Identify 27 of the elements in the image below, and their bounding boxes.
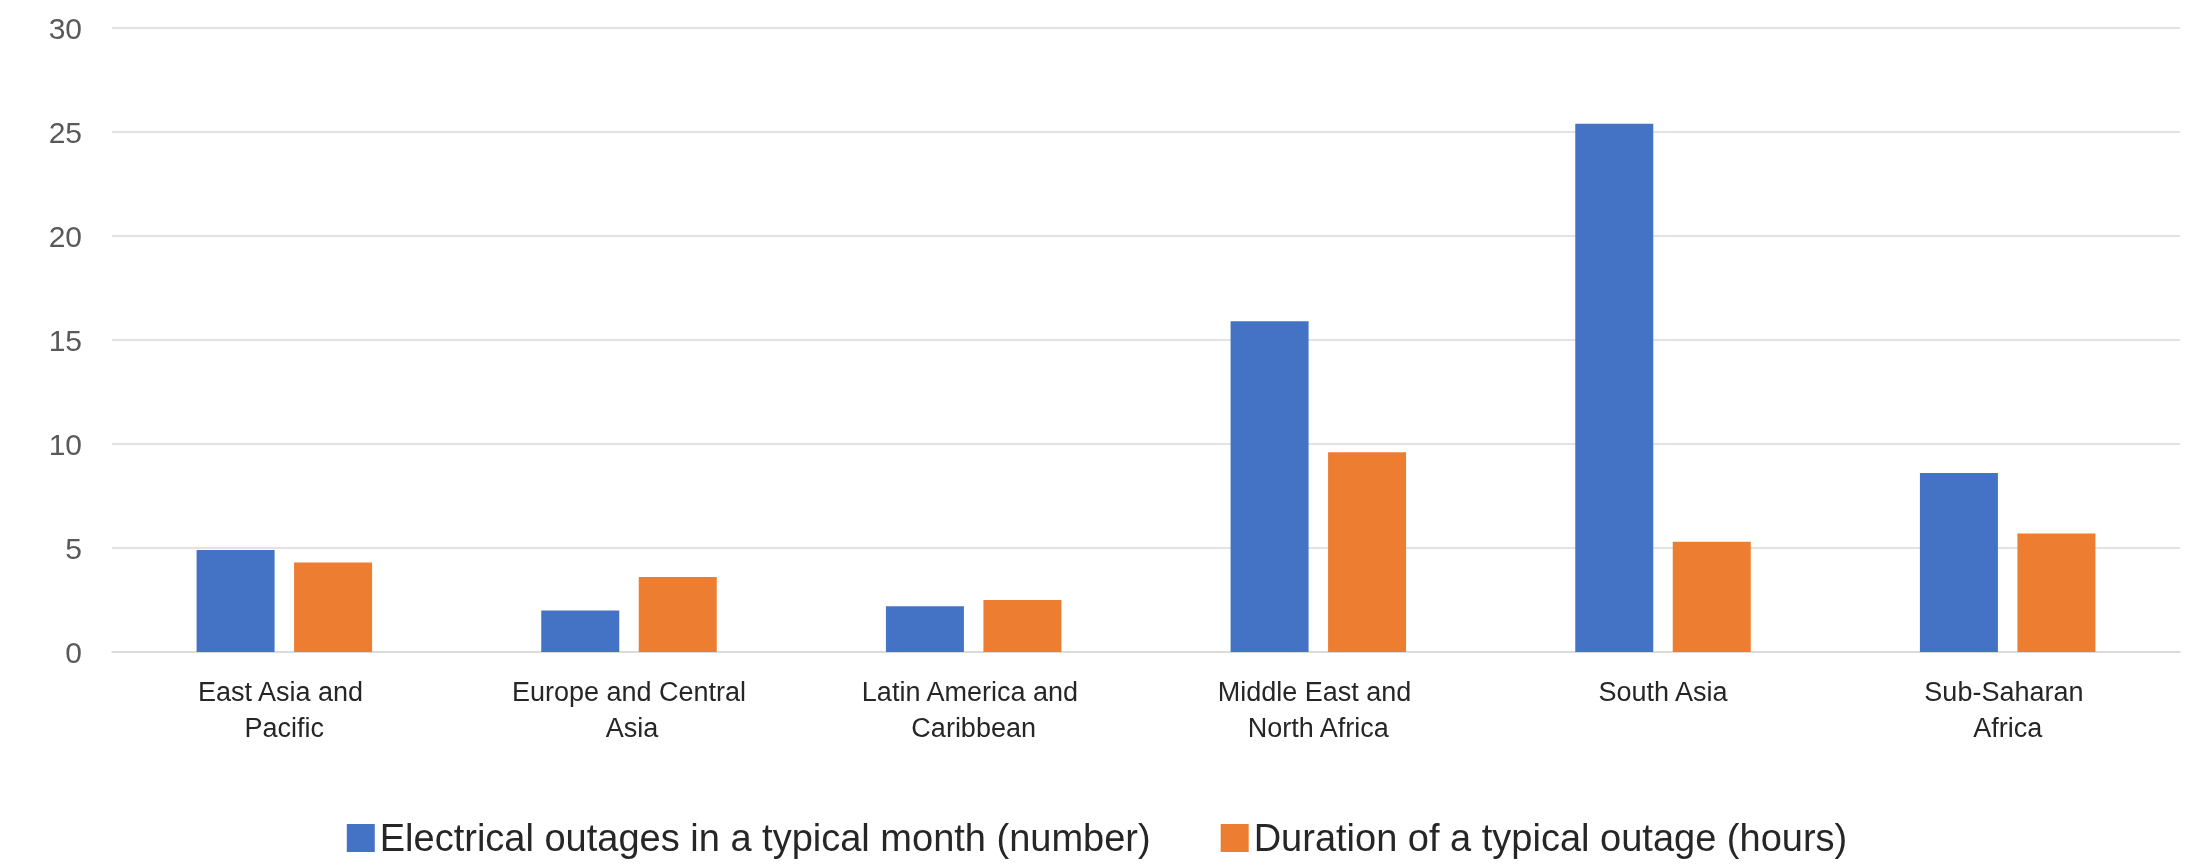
x-tick-label: Middle East and North Africa bbox=[1217, 677, 1419, 743]
y-tick-label: 10 bbox=[48, 427, 82, 461]
bar bbox=[196, 550, 275, 652]
bar bbox=[1575, 123, 1654, 652]
bar bbox=[1672, 541, 1751, 652]
x-tick-label: Europe and Central Asia bbox=[511, 677, 747, 743]
x-tick-label: East Asia and Pacific bbox=[198, 677, 371, 743]
x-tick-label: Sub-Saharan Africa bbox=[1924, 677, 2091, 743]
bar bbox=[1230, 321, 1309, 652]
y-tick-label: 30 bbox=[48, 11, 82, 45]
legend-label: Electrical outages in a typical month (number) bbox=[379, 817, 1151, 859]
y-tick-label: 15 bbox=[48, 323, 82, 357]
y-tick-label: 25 bbox=[48, 115, 82, 149]
bar bbox=[2017, 533, 2096, 652]
y-tick-label: 20 bbox=[48, 219, 82, 253]
bar bbox=[1328, 452, 1407, 652]
bar bbox=[885, 606, 964, 652]
bar bbox=[294, 562, 373, 652]
x-tick-label: South Asia bbox=[1598, 677, 1729, 707]
x-tick-label: Latin America and Caribbean bbox=[861, 677, 1086, 743]
y-tick-label: 5 bbox=[65, 531, 82, 565]
bar bbox=[1919, 473, 1998, 652]
y-tick-label: 0 bbox=[65, 635, 82, 669]
bar bbox=[541, 610, 620, 652]
bar bbox=[638, 577, 717, 652]
legend-label: Duration of a typical outage (hours) bbox=[1253, 817, 1848, 859]
bar bbox=[983, 600, 1062, 652]
